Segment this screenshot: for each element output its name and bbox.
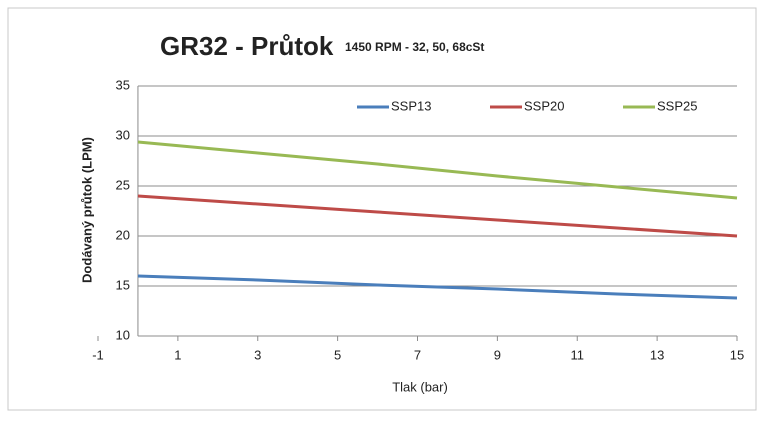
x-tick-label: 9 [494, 347, 501, 362]
chart-border [7, 7, 757, 411]
x-tick-label: 3 [254, 347, 261, 362]
y-tick-label: 15 [115, 277, 129, 292]
series-line [137, 194, 738, 238]
y-tick-label: 30 [115, 127, 129, 142]
chart-subtitle: 1450 RPM - 32, 50, 68cSt [345, 40, 484, 54]
y-axis-label: Dodávaný průtok (LPM) [79, 137, 94, 283]
series-line [137, 274, 738, 300]
x-tick-label: 5 [334, 347, 341, 362]
x-tick-label: 15 [730, 347, 744, 362]
x-axis-label: Tlak (bar) [392, 379, 448, 394]
y-tick-label: 25 [115, 177, 129, 192]
legend-label: SSP20 [524, 98, 564, 113]
chart-title: GR32 - Průtok [160, 31, 334, 61]
legend-label: SSP25 [657, 98, 697, 113]
x-tick-label: 7 [414, 347, 421, 362]
x-tick-label: 1 [174, 347, 181, 362]
legend-label: SSP13 [391, 98, 431, 113]
chart-title-group: GR32 - Průtok 1450 RPM - 32, 50, 68cSt [160, 31, 484, 61]
y-tick-label: 35 [115, 77, 129, 92]
x-tick-label: 13 [650, 347, 664, 362]
x-tick-label: -1 [92, 347, 104, 362]
y-tick-label: 20 [115, 227, 129, 242]
series-line [137, 140, 738, 200]
y-tick-label: 10 [115, 327, 129, 342]
x-tick-label: 11 [571, 347, 585, 362]
